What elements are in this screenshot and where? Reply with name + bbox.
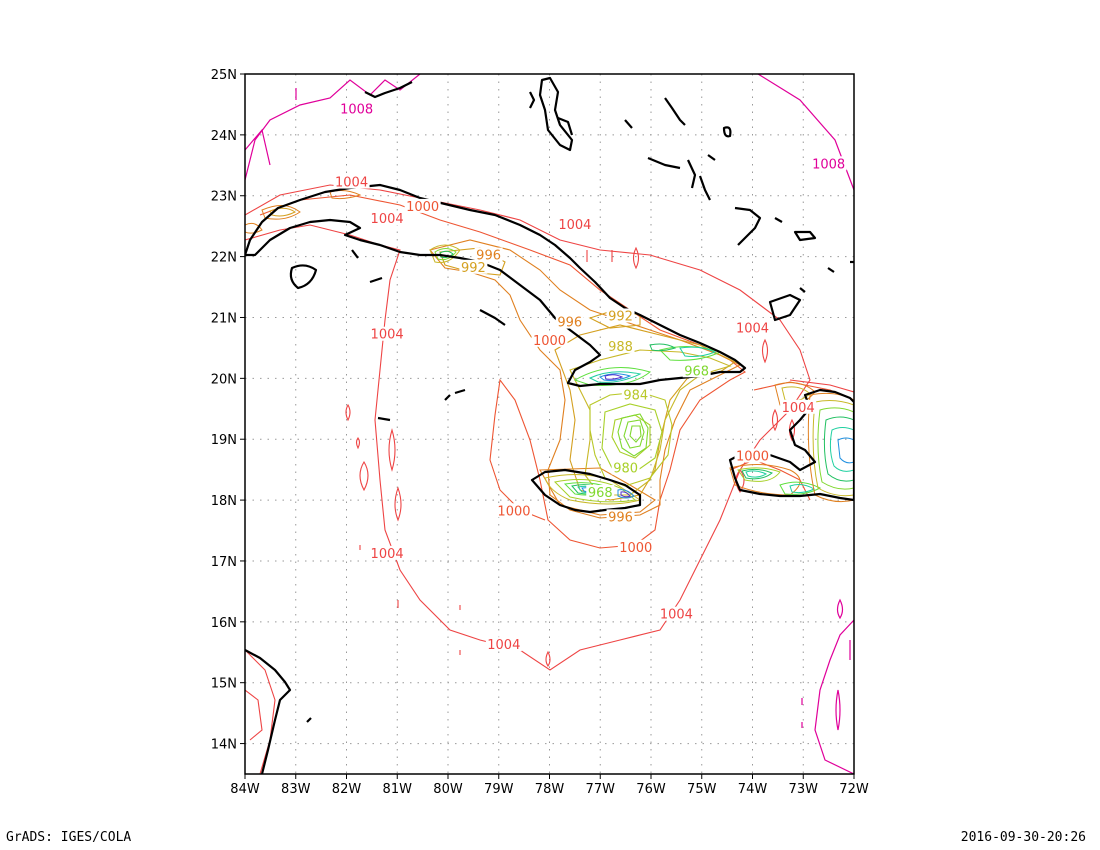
contour-label-bg bbox=[369, 326, 406, 341]
contour-label-bg bbox=[606, 509, 635, 524]
contour-label-bg bbox=[474, 247, 503, 262]
contour-label: 992 bbox=[608, 309, 633, 324]
y-tick-label: 20N bbox=[211, 372, 237, 387]
y-tick-label: 15N bbox=[211, 677, 237, 692]
contour-label-bg bbox=[485, 637, 522, 652]
contour-label: 1004 bbox=[660, 608, 693, 623]
contour-label: 1008 bbox=[340, 103, 373, 118]
contour-label-bg bbox=[586, 485, 615, 499]
contour-label-bg bbox=[658, 606, 695, 621]
contour-label: 1004 bbox=[371, 328, 404, 343]
x-tick-label: 74W bbox=[738, 782, 768, 797]
y-tick-label: 18N bbox=[211, 494, 237, 509]
contour-label-bg bbox=[404, 198, 441, 213]
contour-label-bg bbox=[682, 363, 711, 378]
contour-label: 992 bbox=[461, 261, 486, 276]
contour-label: 1000 bbox=[736, 449, 769, 464]
contour-label: 996 bbox=[557, 316, 582, 331]
contour-label-bg bbox=[556, 217, 593, 232]
y-tick-label: 17N bbox=[211, 555, 237, 570]
x-tick-label: 83W bbox=[281, 782, 311, 797]
contour-label-bg bbox=[333, 174, 370, 189]
contour-label-bg bbox=[780, 399, 817, 414]
contour-label: 980 bbox=[613, 462, 638, 477]
contour-label: 1008 bbox=[812, 157, 845, 172]
x-tick-label: 81W bbox=[383, 782, 413, 797]
contour-label-bg bbox=[621, 387, 650, 402]
contour-label: 1004 bbox=[335, 176, 368, 191]
x-tick-label: 80W bbox=[433, 782, 463, 797]
contour-inner bbox=[617, 413, 649, 457]
x-tick-label: 76W bbox=[636, 782, 666, 797]
contour-label: 1004 bbox=[558, 218, 591, 233]
contour-label-bg bbox=[810, 156, 847, 171]
y-tick-label: 19N bbox=[211, 433, 237, 448]
x-tick-label: 79W bbox=[484, 782, 514, 797]
coastlines bbox=[245, 76, 854, 774]
footer-credit: GrADS: IGES/COLA bbox=[6, 830, 132, 845]
x-tick-label: 75W bbox=[687, 782, 717, 797]
contour-label-bg bbox=[459, 259, 488, 274]
y-axis: 25N 24N 23N 22N 21N 20N 19N 18N 17N 16N 15N 14N bbox=[211, 68, 245, 753]
contour-label-bg bbox=[734, 320, 771, 335]
x-tick-label: 77W bbox=[586, 782, 616, 797]
contour-label: 996 bbox=[608, 510, 633, 525]
contour-label-bg bbox=[369, 545, 406, 560]
x-tick-label: 78W bbox=[535, 782, 565, 797]
contour-label-bg bbox=[369, 211, 406, 226]
contour-label: 988 bbox=[608, 340, 633, 355]
contour-label: 1004 bbox=[782, 401, 815, 416]
contour-labels: 1008100810041004100010049969929929961004… bbox=[333, 101, 847, 653]
contour-label: 1004 bbox=[371, 547, 404, 562]
y-tick-label: 21N bbox=[211, 311, 237, 326]
x-tick-label: 82W bbox=[332, 782, 362, 797]
contour-label-bg bbox=[531, 332, 568, 347]
y-tick-label: 23N bbox=[211, 190, 237, 205]
contour-label-bg bbox=[606, 308, 635, 323]
x-axis: 84W 83W 82W 81W 80W 79W 78W 77W 76W 75W 74W 73W 72W bbox=[230, 774, 869, 797]
contour-label: 1000 bbox=[619, 541, 652, 556]
contour-label: 1004 bbox=[487, 638, 520, 653]
contour-label: 1000 bbox=[533, 334, 566, 349]
contour-label: 984 bbox=[623, 389, 648, 404]
contour-label: 1004 bbox=[371, 212, 404, 227]
contour-label-bg bbox=[617, 539, 654, 554]
contour-label-bg bbox=[495, 503, 532, 518]
contour-label-bg bbox=[338, 101, 375, 116]
y-tick-label: 14N bbox=[211, 738, 237, 753]
y-tick-label: 22N bbox=[211, 251, 237, 266]
contour-label: 968 bbox=[588, 486, 613, 501]
y-tick-label: 16N bbox=[211, 616, 237, 631]
x-tick-label: 72W bbox=[839, 782, 869, 797]
contour-label-bg bbox=[734, 448, 771, 463]
contour-980 bbox=[601, 403, 663, 473]
x-tick-label: 84W bbox=[230, 782, 260, 797]
contour-label: 968 bbox=[684, 364, 709, 379]
contour-label: 1004 bbox=[736, 322, 769, 337]
y-tick-label: 24N bbox=[211, 129, 237, 144]
y-tick-label: 25N bbox=[211, 68, 237, 83]
x-tick-label: 73W bbox=[789, 782, 819, 797]
footer-timestamp: 2016-09-30-20:26 bbox=[960, 830, 1086, 845]
contour-988 bbox=[569, 349, 732, 496]
contour-label-bg bbox=[606, 338, 635, 353]
contour-label: 1000 bbox=[406, 200, 439, 215]
contour-1004 bbox=[245, 184, 854, 774]
contour-label-bg bbox=[611, 460, 640, 475]
contour-label: 1000 bbox=[497, 504, 530, 519]
contour-label-bg bbox=[555, 314, 584, 329]
